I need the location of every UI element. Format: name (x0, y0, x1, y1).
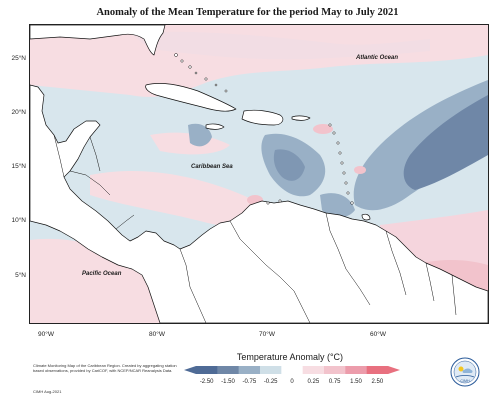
legend-title: Temperature Anomaly (°C) (236, 352, 344, 362)
legend-tick-label: 1.50 (350, 379, 362, 385)
lat-label-5n: 5°N (15, 272, 26, 279)
legend-swatch (217, 366, 239, 374)
legend-swatch (366, 366, 389, 374)
cimh-logo: CIMH (450, 357, 480, 387)
lat-label-20n: 20°N (11, 109, 26, 116)
legend-tick-label: -0.25 (263, 379, 278, 385)
legend-tick-label: -2.50 (199, 379, 214, 385)
legend-swatch (324, 366, 346, 374)
lat-label-10n: 10°N (11, 217, 26, 224)
atlantic-ocean-label: Atlantic Ocean (356, 55, 399, 61)
legend-arrow-right (388, 366, 400, 374)
legend-swatch (196, 366, 218, 374)
lon-label-60w: 60°W (370, 331, 386, 338)
legend-swatch (345, 366, 367, 374)
lat-label-25n: 25°N (11, 55, 26, 62)
legend-tick-label: 0 (290, 379, 294, 385)
map-title: Anomaly of the Mean Temperature for the … (96, 7, 399, 18)
legend-swatch (260, 366, 282, 374)
lat-label-15n: 15°N (11, 163, 26, 170)
lon-label-90w: 90°W (38, 331, 54, 338)
legend-tick-label: 0.75 (328, 379, 341, 385)
legend-tick-label: -1.50 (221, 379, 235, 385)
legend-arrow-left (184, 366, 196, 374)
anomaly-map[interactable] (29, 24, 489, 324)
lon-label-70w: 70°W (259, 331, 275, 338)
legend-tick-label: 2.50 (371, 379, 384, 385)
legend-swatch (281, 366, 303, 374)
legend-swatch (238, 366, 261, 374)
caribbean-sea-label: Caribbean Sea (191, 164, 233, 170)
legend-swatch (302, 366, 325, 374)
legend-tick-label: 0.25 (307, 379, 320, 385)
legend-tick-label: -0.75 (242, 379, 257, 385)
credit-stamp: CIMH Aug-2021 (33, 389, 62, 394)
lon-label-80w: 80°W (149, 331, 165, 338)
pacific-ocean-label: Pacific Ocean (82, 271, 122, 277)
map-canvas (30, 25, 488, 323)
svg-text:CIMH: CIMH (460, 379, 470, 383)
legend-colorbar (184, 366, 400, 374)
credits-text: Climate Monitoring Map of the Caribbean … (33, 363, 177, 374)
